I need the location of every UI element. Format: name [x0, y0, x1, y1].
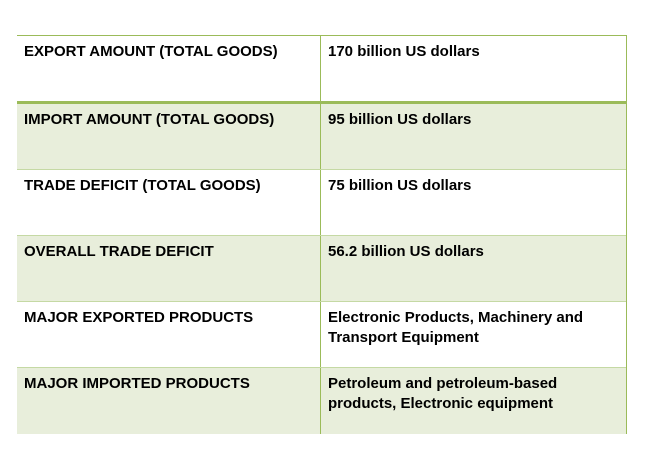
- row-label: IMPORT AMOUNT (TOTAL GOODS): [17, 104, 321, 169]
- row-label: MAJOR EXPORTED PRODUCTS: [17, 302, 321, 367]
- row-value: 170 billion US dollars: [321, 36, 626, 101]
- row-value: Electronic Products, Machinery and Trans…: [321, 302, 626, 367]
- row-label: MAJOR IMPORTED PRODUCTS: [17, 368, 321, 434]
- table-row: MAJOR EXPORTED PRODUCTS Electronic Produ…: [17, 302, 626, 368]
- table-row: OVERALL TRADE DEFICIT 56.2 billion US do…: [17, 236, 626, 302]
- row-value: 95 billion US dollars: [321, 104, 626, 169]
- row-label: OVERALL TRADE DEFICIT: [17, 236, 321, 301]
- table-row: MAJOR IMPORTED PRODUCTS Petroleum and pe…: [17, 368, 626, 434]
- row-value: 75 billion US dollars: [321, 170, 626, 235]
- table-row: IMPORT AMOUNT (TOTAL GOODS) 95 billion U…: [17, 104, 626, 170]
- row-label: TRADE DEFICIT (TOTAL GOODS): [17, 170, 321, 235]
- row-label: EXPORT AMOUNT (TOTAL GOODS): [17, 36, 321, 101]
- table-row: TRADE DEFICIT (TOTAL GOODS) 75 billion U…: [17, 170, 626, 236]
- trade-summary-table: EXPORT AMOUNT (TOTAL GOODS) 170 billion …: [17, 35, 627, 434]
- row-value: Petroleum and petroleum-based products, …: [321, 368, 626, 434]
- table-row: EXPORT AMOUNT (TOTAL GOODS) 170 billion …: [17, 36, 626, 104]
- row-value: 56.2 billion US dollars: [321, 236, 626, 301]
